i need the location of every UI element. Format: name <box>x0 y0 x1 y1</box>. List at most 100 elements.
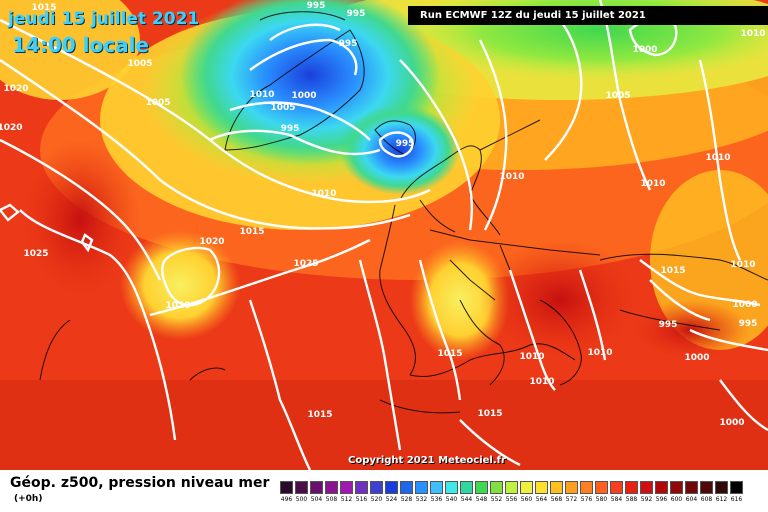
legend-value: 516 <box>355 496 368 503</box>
legend-value: 508 <box>325 496 338 503</box>
isobar-label: 1015 <box>31 3 56 13</box>
legend-value: 576 <box>580 496 593 503</box>
isobar-label: 1015 <box>660 266 685 276</box>
legend-swatch <box>370 481 383 494</box>
legend-swatch <box>730 481 743 494</box>
legend-swatch <box>715 481 728 494</box>
isobar-label: 1000 <box>684 353 709 363</box>
legend-value: 584 <box>610 496 623 503</box>
isobar-label: 1000 <box>291 91 316 101</box>
isobar-label: 1010 <box>499 172 524 182</box>
legend-swatch <box>280 481 293 494</box>
legend-value: 568 <box>550 496 563 503</box>
legend-value: 616 <box>730 496 743 503</box>
legend-swatch <box>490 481 503 494</box>
legend-value: 536 <box>430 496 443 503</box>
legend-swatch <box>595 481 608 494</box>
isobar-label: 1005 <box>605 91 630 101</box>
isobar-label: 1010 <box>587 348 612 358</box>
isobar-label: 1005 <box>270 103 295 113</box>
legend-swatch <box>550 481 563 494</box>
isobar-label: 1020 <box>3 84 28 94</box>
isobar-label: 1025 <box>293 259 318 269</box>
isobar-label: 1000 <box>719 418 744 428</box>
forecast-offset: (+0h) <box>14 494 43 504</box>
legend-value: 512 <box>340 496 353 503</box>
legend-swatch <box>580 481 593 494</box>
legend-swatch <box>520 481 533 494</box>
copyright-notice: Copyright 2021 Meteociel.fr <box>348 455 506 466</box>
legend-swatch <box>625 481 638 494</box>
legend-swatch <box>340 481 353 494</box>
legend-swatch <box>385 481 398 494</box>
legend-swatch <box>400 481 413 494</box>
legend-value: 544 <box>460 496 473 503</box>
legend-swatch <box>295 481 308 494</box>
isobar-label: 995 <box>396 139 415 149</box>
legend-swatch <box>445 481 458 494</box>
isobar-label: 995 <box>347 9 366 19</box>
legend-value: 540 <box>445 496 458 503</box>
legend-value: 596 <box>655 496 668 503</box>
legend-swatch <box>640 481 653 494</box>
legend-value: 608 <box>700 496 713 503</box>
legend-swatch <box>505 481 518 494</box>
legend-value: 552 <box>490 496 503 503</box>
model-run-label: Run ECMWF 12Z du jeudi 15 juillet 2021 <box>408 6 768 25</box>
isobar-label: 1015 <box>477 409 502 419</box>
isobar-label: 1010 <box>730 260 755 270</box>
legend-value: 592 <box>640 496 653 503</box>
isobar-label: 1010 <box>311 189 336 199</box>
legend-swatch <box>535 481 548 494</box>
isobar-label: 1015 <box>307 410 332 420</box>
legend-swatch <box>655 481 668 494</box>
legend-swatch <box>460 481 473 494</box>
isobar-label: 995 <box>307 1 326 11</box>
map-local-time: 14:00 locale <box>12 33 149 57</box>
legend-value: 580 <box>595 496 608 503</box>
isobar-label: 1005 <box>127 59 152 69</box>
legend-value: 560 <box>520 496 533 503</box>
isobar-label: 1010 <box>529 377 554 387</box>
isobar-label: 1005 <box>145 98 170 108</box>
isobar-label: 1020 <box>199 237 224 247</box>
isobar-label: 1010 <box>640 179 665 189</box>
isobar-label: 1000 <box>732 300 757 310</box>
legend-swatch <box>415 481 428 494</box>
map-variable-title: Géop. z500, pression niveau mer <box>10 475 270 491</box>
isobar-label: 1020 <box>0 123 23 133</box>
isobar-label: 1000 <box>632 45 657 55</box>
isobar-label: 1010 <box>705 153 730 163</box>
legend-value: 612 <box>715 496 728 503</box>
legend-value: 528 <box>400 496 413 503</box>
isobar-label: 1015 <box>437 349 462 359</box>
legend-swatch <box>325 481 338 494</box>
legend-swatch <box>700 481 713 494</box>
legend-value: 564 <box>535 496 548 503</box>
legend-value: 532 <box>415 496 428 503</box>
isobar-label: 1010 <box>519 352 544 362</box>
legend-swatch <box>475 481 488 494</box>
isobar-label: 1015 <box>239 227 264 237</box>
legend-swatch <box>430 481 443 494</box>
legend-swatch <box>355 481 368 494</box>
legend-swatch <box>685 481 698 494</box>
isobar-label: 995 <box>739 319 758 329</box>
weather-map: 1015 995 995 995 1005 1005 1020 1020 1010 1000 100… <box>0 0 768 470</box>
legend-value: 600 <box>670 496 683 503</box>
legend-value: 524 <box>385 496 398 503</box>
isobar-label: 1010 <box>249 90 274 100</box>
legend-value: 496 <box>280 496 293 503</box>
isobar-label: 995 <box>281 124 300 134</box>
isobar-label: 1020 <box>165 301 190 311</box>
map-date: jeudi 15 juillet 2021 <box>8 9 200 29</box>
isobar-label: 995 <box>339 39 358 49</box>
legend-swatch <box>610 481 623 494</box>
legend-swatch <box>310 481 323 494</box>
isobar-label: 1025 <box>23 249 48 259</box>
isobar-labels: 1015 995 995 995 1005 1005 1020 1020 1010 1000 100… <box>0 1 766 428</box>
legend-value: 588 <box>625 496 638 503</box>
legend-value: 556 <box>505 496 518 503</box>
legend-value: 520 <box>370 496 383 503</box>
legend-swatch <box>565 481 578 494</box>
